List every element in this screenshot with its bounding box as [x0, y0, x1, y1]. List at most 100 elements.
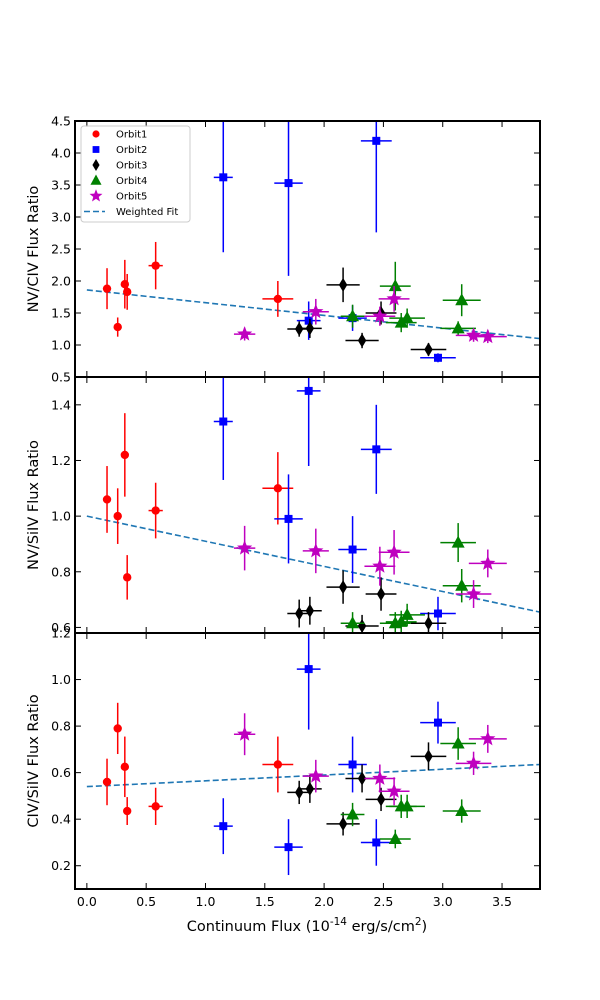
- panel-2-orbit5-point-3-marker-shape: [372, 558, 388, 573]
- panel-3-ytick-label-3: 0.6: [51, 765, 71, 780]
- panel-3-orbit1-point-3-marker: [120, 762, 130, 772]
- panel-2-ytick-label-1: 0.6: [51, 620, 71, 635]
- panel-1-orbit4-point-5: [440, 321, 476, 336]
- legend-entry-weighted-fit: Weighted Fit: [84, 207, 178, 218]
- panel-2-orbit3-point-3: [326, 570, 360, 604]
- panel-2-orbit2-point-1: [213, 377, 233, 480]
- panel-3-orbit4-point-2-marker: [388, 831, 402, 844]
- panel-1-orbit5-point-5-marker: [465, 327, 482, 342]
- panel-2-weighted-fit-line: [86, 515, 540, 613]
- panel-1-orbit5-point-3-marker: [372, 308, 388, 323]
- panel-1-orbit1-point-5-marker: [151, 261, 160, 270]
- panel-2-orbit5-point-6: [468, 549, 507, 578]
- panel-3-orbit2-point-3: [296, 633, 321, 730]
- panel-3-ytick-label-6: 1.2: [51, 626, 71, 641]
- panel-1-orbit1-point-1-marker: [102, 284, 112, 293]
- panel-1-orbit3-point-4-marker: [357, 333, 367, 348]
- panel-3-orbit2-point-3-marker-shape: [304, 665, 313, 674]
- panel-2: 0.6 0.8 1.0 1.2 1.4 NV/SiIV Flux Ratio: [26, 376, 541, 635]
- panel-3-orbit5-point-5-marker: [465, 755, 482, 770]
- panel-1-series-orbit4: [340, 261, 481, 336]
- x-axis-label-units-exp: 2: [415, 916, 422, 928]
- panel-3-orbit2-point-6: [420, 701, 456, 744]
- panel-1-orbit1-point-1: [102, 268, 112, 310]
- panel-2-orbit3-point-5-marker-shape: [376, 587, 386, 602]
- legend-marker-orbit4: [90, 174, 102, 185]
- panel-2-orbit3-point-2-marker-shape: [305, 603, 315, 618]
- panel-2-ytick-label-3: 1.0: [51, 509, 71, 524]
- panel-2-orbit4-point-6-marker-shape: [455, 578, 469, 591]
- panel-3-orbit4-point-1-marker-shape: [346, 807, 360, 820]
- legend-entry-orbit4: Orbit4: [90, 174, 147, 187]
- panel-1-orbit1-point-4-marker: [122, 287, 132, 297]
- panel-3-orbit1-point-5-marker: [151, 802, 160, 811]
- panel-3-orbit5-point-6-marker: [480, 730, 496, 746]
- x-axis-label-close: ): [422, 919, 428, 935]
- panel-1-orbit4-point-2-marker: [388, 279, 402, 292]
- panel-3-orbit5-point-3-marker-shape: [372, 770, 388, 785]
- panel-3-orbit5-point-5-marker-shape: [465, 755, 482, 770]
- panel-2-orbit3-point-1-marker-shape: [294, 606, 304, 621]
- panel-2-orbit3-point-4-marker: [357, 619, 367, 633]
- panel-3-orbit3-point-6-marker-shape: [424, 749, 433, 764]
- panel-3-orbit4-point-2: [379, 829, 411, 849]
- panel-2-y-axis-label: NV/SiIV Flux Ratio: [26, 440, 42, 570]
- legend-marker-orbit1: [92, 130, 100, 138]
- x-tick-labels: 0.0 0.5 1.0 1.5 2.0 2.5 3.0 3.5: [77, 894, 512, 909]
- panel-2-orbit3-point-4-marker-shape: [357, 619, 367, 633]
- panel-1-orbit3-point-6-marker: [424, 342, 433, 357]
- panel-3-orbit2-point-1: [213, 798, 233, 855]
- legend-entry-orbit5: Orbit5: [89, 189, 147, 203]
- panel-3-orbit1-point-4: [122, 797, 132, 825]
- legend-marker-orbit1-shape: [92, 130, 100, 138]
- panel-1-orbit1-point-5-marker-shape: [151, 261, 160, 270]
- panel-1-orbit2-point-5-marker-shape: [372, 136, 381, 145]
- panel-1-orbit2-point-6-marker: [433, 353, 442, 362]
- panel-1-orbit2-point-1-marker: [219, 173, 228, 182]
- panel-2-orbit5-point-2: [302, 528, 329, 574]
- panel-3-series-orbit2: [213, 633, 456, 876]
- panel-2-orbit1-point-4-marker-shape: [122, 573, 132, 582]
- panel-1-orbit3-point-3-marker: [338, 277, 348, 292]
- panel-1-orbit2-point-3: [296, 301, 321, 340]
- panel-2-orbit4-point-1-marker: [346, 616, 360, 629]
- panel-2-orbit5-point-4-marker: [386, 544, 402, 559]
- panel-1-ytick-label-8: 4.0: [51, 146, 71, 161]
- panel-1-orbit5-point-2-marker: [308, 303, 324, 319]
- panel-3-orbit3-point-1-marker-shape: [294, 785, 304, 800]
- panel-2-series-orbit3: [287, 570, 447, 633]
- panel-3-orbit5-point-3-marker: [372, 770, 388, 785]
- x-axis-label-units: erg/s/cm: [347, 919, 415, 935]
- panel-3-orbit2-point-2-marker: [284, 843, 293, 852]
- panel-1-orbit5-point-3-marker-shape: [372, 308, 388, 323]
- panel-2-orbit4-point-3-marker-shape: [394, 614, 408, 627]
- panel-2-orbit5-point-3-marker: [372, 558, 388, 573]
- panel-1-orbit5-point-4-marker-shape: [386, 290, 402, 306]
- panel-1-orbit2-point-1: [213, 121, 233, 253]
- panel-3-orbit4-point-4: [389, 794, 425, 819]
- panel-1-orbit4-point-6-marker-shape: [455, 293, 469, 306]
- panel-2-orbit2-point-3: [296, 377, 321, 467]
- panel-1-ytick-label-3: 1.5: [51, 306, 71, 321]
- panel-2-orbit5-point-5-marker: [465, 586, 482, 601]
- panel-3-orbit1-point-6-marker-shape: [273, 760, 283, 769]
- x-axis-label-exp: -14: [330, 916, 347, 928]
- panel-3-orbit1-point-2-marker: [113, 724, 122, 733]
- panel-3-orbit3-point-5-marker-shape: [376, 792, 386, 807]
- panel-3-data: [86, 633, 540, 876]
- panel-2-orbit4-point-4: [389, 603, 425, 627]
- panel-1-orbit4-point-5-marker-shape: [451, 321, 465, 334]
- legend-marker-orbit2-shape: [92, 146, 100, 153]
- panel-2-data: [86, 377, 540, 633]
- panel-2-orbit1-point-2-marker: [113, 511, 122, 521]
- panel-1-orbit2-point-6-marker-shape: [433, 353, 442, 362]
- panel-2-orbit1-point-1: [102, 466, 112, 533]
- panel-1-orbit1-point-6: [262, 281, 294, 317]
- panel-1-orbit5-point-2-marker-shape: [308, 303, 324, 319]
- legend-marker-orbit2: [92, 146, 100, 153]
- panel-1-orbit1-point-2: [113, 317, 122, 337]
- panel-2-orbit1-point-1-marker-shape: [102, 495, 112, 504]
- panel-1-ytick-label-5: 2.5: [51, 242, 71, 257]
- legend-label-orbit3: Orbit3: [116, 161, 147, 172]
- panel-1-orbit1-point-4-marker-shape: [122, 287, 132, 297]
